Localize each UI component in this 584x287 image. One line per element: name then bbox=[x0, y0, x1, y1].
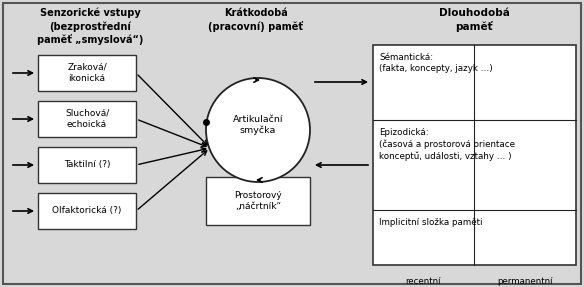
Text: Olfaktorická (?): Olfaktorická (?) bbox=[53, 207, 121, 216]
Text: Implicitní složka paměti: Implicitní složka paměti bbox=[379, 218, 482, 227]
Ellipse shape bbox=[206, 78, 310, 182]
Text: Taktilní (?): Taktilní (?) bbox=[64, 160, 110, 170]
Bar bbox=[38, 101, 136, 137]
Text: Senzorické vstupy
(bezprostřední
paměť „smyslová“): Senzorické vstupy (bezprostřední paměť „… bbox=[37, 8, 143, 45]
Bar bbox=[38, 55, 136, 91]
Text: permanentní: permanentní bbox=[497, 277, 552, 286]
Bar bbox=[38, 147, 136, 183]
Text: Krátkodobá
(pracovní) paměť: Krátkodobá (pracovní) paměť bbox=[208, 8, 304, 32]
Text: Prostorový
„náčrtník“: Prostorový „náčrtník“ bbox=[234, 191, 282, 211]
Bar bbox=[38, 193, 136, 229]
Bar bbox=[373, 45, 576, 265]
Text: Zraková/
ikonická: Zraková/ ikonická bbox=[67, 63, 107, 83]
Text: Artikulační
smyčka: Artikulační smyčka bbox=[233, 115, 283, 135]
Text: Epizodická:
(časová a prostorová orientace
konceptŭ, události, vztahy … ): Epizodická: (časová a prostorová orienta… bbox=[379, 128, 515, 161]
Text: Sémantická:
(fakta, koncepty, jazyk …): Sémantická: (fakta, koncepty, jazyk …) bbox=[379, 53, 493, 73]
Text: Dlouhodobá
paměť: Dlouhodobá paměť bbox=[439, 8, 509, 32]
Bar bbox=[206, 177, 310, 225]
Text: Sluchová/
echoická: Sluchová/ echoická bbox=[65, 109, 109, 129]
Text: recentní: recentní bbox=[405, 277, 441, 286]
